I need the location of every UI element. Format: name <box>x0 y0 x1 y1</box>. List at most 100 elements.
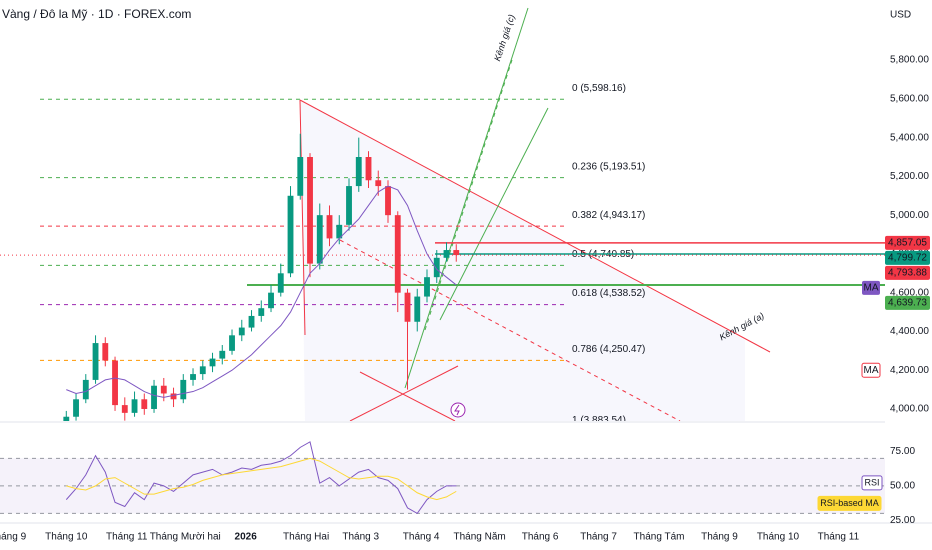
channel-line <box>349 365 459 421</box>
x-tick-label: Tháng Tám <box>634 532 685 543</box>
price-badge-label: 4,857.05 <box>888 238 927 249</box>
price-badge <box>885 295 930 310</box>
x-tick-label: Tháng 3 <box>342 532 379 543</box>
candle-body <box>355 157 362 187</box>
candle-body <box>424 277 430 297</box>
y-tick-label: 50.00 <box>890 481 915 492</box>
tag-badge <box>861 362 881 378</box>
candle-body <box>102 343 109 361</box>
y-tick-label: 4,600.00 <box>890 287 929 298</box>
candle-body <box>277 273 284 293</box>
candle-body <box>229 335 235 351</box>
x-tick-label: 2026 <box>235 532 258 543</box>
y-tick-label: 5,400.00 <box>890 132 929 143</box>
x-tick-label: Tháng 10 <box>45 532 88 543</box>
candle-body <box>199 366 206 375</box>
legend-badge <box>817 495 882 511</box>
legend-label: RSI-based MA <box>820 498 879 508</box>
candle-body <box>170 393 177 400</box>
candle-body <box>336 224 343 239</box>
fib-label: 1 (3,883.54) <box>572 415 626 426</box>
x-tick-label: Tháng 4 <box>403 532 440 543</box>
price-badge <box>885 250 930 265</box>
candle-body <box>209 358 216 367</box>
candle-body <box>346 186 352 225</box>
price-badge <box>862 280 880 295</box>
fib-label: 0 (5,598.16) <box>572 83 626 94</box>
candle-body <box>258 308 265 316</box>
chart-title: Vàng / Đô la Mỹ · 1D · FOREX.com <box>2 7 191 21</box>
candle-body <box>443 250 450 258</box>
candle-body <box>92 343 99 380</box>
series-line <box>65 441 457 515</box>
candle-body <box>326 215 333 239</box>
candle-body <box>307 157 313 264</box>
candle-body <box>160 385 167 394</box>
price-badge <box>885 235 930 250</box>
candle-body <box>73 399 79 417</box>
y-tick-label: 4,000.00 <box>890 404 929 415</box>
y-tick-label: 5,200.00 <box>890 171 929 182</box>
price-badge-label: MA <box>864 283 879 294</box>
candle-body <box>433 257 440 278</box>
y-tick-label: 75.00 <box>890 446 915 457</box>
candle-body <box>365 157 372 181</box>
x-tick-label: Tháng 9 <box>701 532 738 543</box>
candle-body <box>219 350 226 359</box>
candle-body <box>121 405 128 413</box>
channel-line <box>299 99 306 336</box>
candle-body <box>180 379 187 400</box>
x-tick-label: Tháng 7 <box>580 532 617 543</box>
candle-body <box>297 157 304 196</box>
price-badge-label: 4,793.88 <box>888 268 927 279</box>
price-badge-label: 4,639.73 <box>888 298 927 309</box>
series-line <box>66 457 457 501</box>
y-tick-label: 5,600.00 <box>890 93 929 104</box>
candle-body <box>453 250 460 256</box>
y-tick-label: 25.00 <box>890 515 915 526</box>
y-tick-label: 4,400.00 <box>890 326 929 337</box>
fib-label: 0.236 (5,193.51) <box>572 161 645 172</box>
currency: USD <box>890 10 911 21</box>
fib-label: 0.786 (4,250.47) <box>572 344 645 355</box>
rsi-pane <box>0 441 885 515</box>
event-icon-bolt <box>454 404 460 416</box>
candle-body <box>375 180 382 187</box>
x-tick-label: Tháng 11 <box>106 532 148 543</box>
tag-label: MA <box>864 365 879 376</box>
y-tick-label: 5,800.00 <box>890 55 929 66</box>
event-icon[interactable] <box>450 402 466 418</box>
legend-badge <box>861 475 883 491</box>
x-tick-label: Tháng 9 <box>0 532 27 543</box>
candle-body <box>394 215 401 293</box>
candle-body <box>82 379 89 400</box>
price-badge <box>885 265 930 280</box>
x-tick-label: Tháng Năm <box>454 532 506 543</box>
x-tick-label: Tháng 10 <box>757 532 800 543</box>
candle-body <box>316 215 323 264</box>
price-badge-label: 4,799.72 <box>888 253 927 264</box>
candle-body <box>248 315 255 328</box>
candle-body <box>414 296 421 322</box>
x-tick-label: Tháng 6 <box>522 532 559 543</box>
candle-body <box>131 399 138 413</box>
fib-label: 0.382 (4,943.17) <box>572 210 645 221</box>
candle-body <box>385 186 391 216</box>
candle-body <box>190 374 196 380</box>
candle-body <box>141 399 148 409</box>
channel-area <box>300 100 745 421</box>
candle-body <box>238 327 245 336</box>
channel-line <box>359 371 456 421</box>
ma-line <box>66 185 457 398</box>
channel-line <box>299 99 771 353</box>
legend-label: RSI <box>864 477 879 487</box>
channel-c-line <box>404 7 529 389</box>
candle-body <box>63 416 70 421</box>
y-tick-label: 5,000.00 <box>890 210 929 221</box>
candle-body <box>268 292 274 309</box>
candle-body <box>287 195 294 274</box>
x-tick-label: Tháng 11 <box>818 532 860 543</box>
axes: 4,000.004,200.004,400.004,600.004,800.00… <box>0 55 930 543</box>
